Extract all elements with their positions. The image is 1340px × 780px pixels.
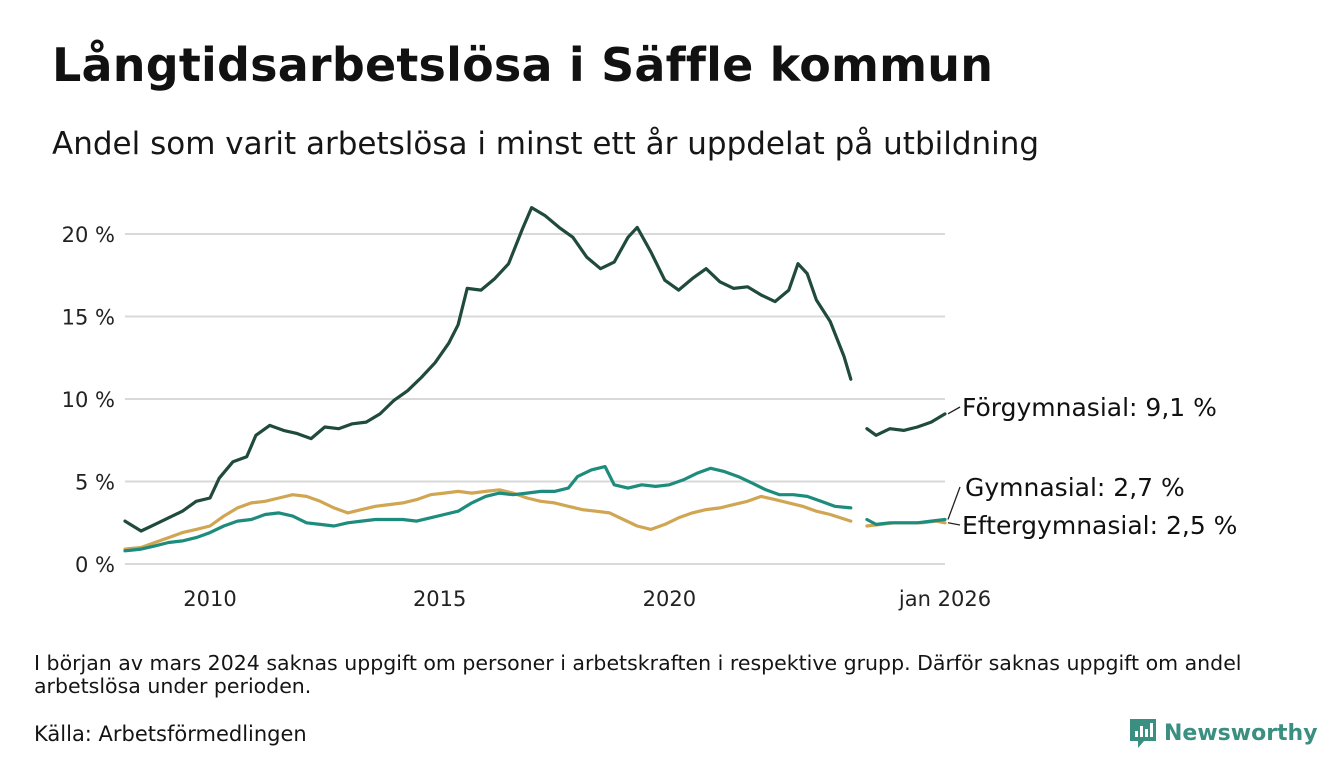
series-line-förgymnasial [123,206,947,533]
footnote: I början av mars 2024 saknas uppgift om … [34,651,1242,698]
y-tick-label: 20 % [62,223,115,247]
y-axis-ticks: 0 % 5 % 10 % 15 % 20 % [62,223,115,577]
y-tick-label: 10 % [62,388,115,412]
series-labels: Förgymnasial: 9,1 % Gymnasial: 2,7 % Efter… [947,393,1237,540]
label-connector [947,406,961,415]
series-label-förgymnasial: Förgymnasial: 9,1 % [962,393,1217,422]
grid-lines [125,233,945,565]
y-tick-label: 0 % [75,553,115,577]
brand-logo: Newsworthy [1128,716,1318,750]
bar-chart-icon [1130,719,1156,748]
x-axis-ticks: 2010 2015 2020 jan 2026 [183,587,991,611]
series-label-eftergymnasial: Eftergymnasial: 2,5 % [962,511,1237,540]
series-label-gymnasial: Gymnasial: 2,7 % [965,473,1185,502]
source-note: Källa: Arbetsförmedlingen [34,722,307,746]
series-lines [123,206,947,553]
chart-title: Långtidsarbetslösa i Säffle kommun [52,38,994,92]
y-tick-label: 15 % [62,306,115,330]
series-line-gymnasial [123,465,947,553]
x-tick-label: 2010 [183,587,236,611]
brand-name: Newsworthy [1164,720,1318,746]
x-tick-label: jan 2026 [898,587,991,611]
line-chart: 0 %5 %10 %15 %20 % 2010 2015 2020 jan 2026 … [62,206,1237,611]
chart-subtitle: Andel som varit arbetslösa i minst ett å… [52,126,1040,162]
x-tick-label: 2020 [643,587,696,611]
x-tick-label: 2015 [413,587,466,611]
label-connector [947,522,961,526]
label-connector [947,486,961,520]
y-tick-label: 5 % [75,471,115,495]
